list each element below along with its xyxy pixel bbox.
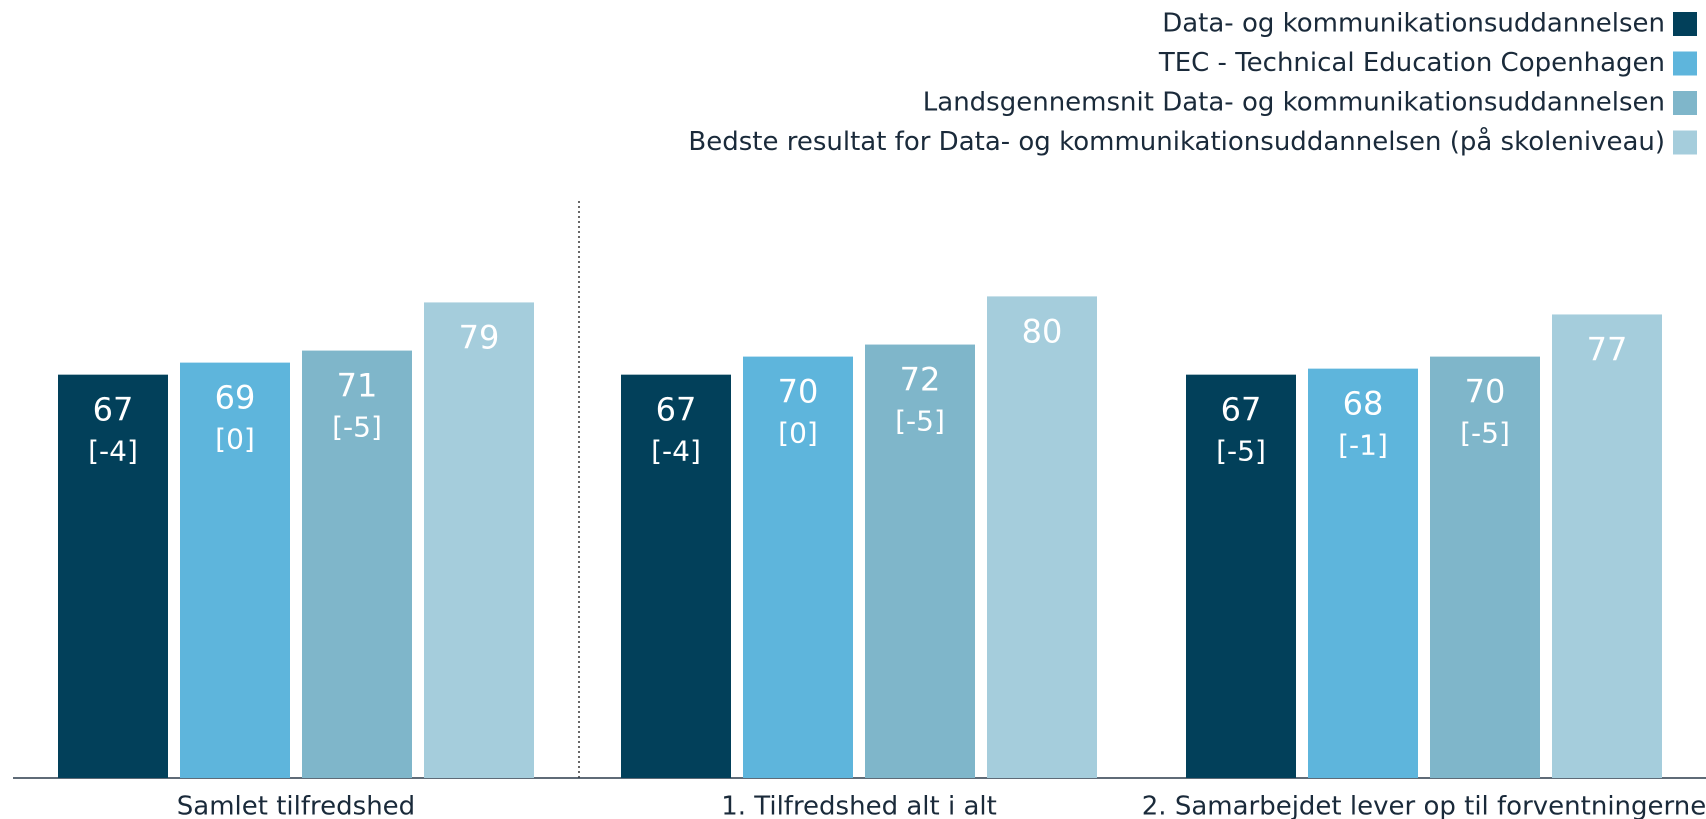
bar — [621, 374, 731, 778]
change-label: [-5] — [1460, 417, 1510, 450]
bar — [58, 374, 168, 778]
bar — [987, 296, 1097, 778]
value-label: 77 — [1587, 330, 1628, 368]
legend-swatch — [1673, 130, 1697, 155]
value-label: 67 — [1221, 391, 1262, 429]
bar — [180, 362, 290, 778]
legend-swatch — [1673, 91, 1697, 115]
x-tick-label: Samlet tilfredshed — [177, 792, 415, 819]
legend-swatch — [1673, 12, 1697, 36]
value-label: 67 — [656, 391, 697, 429]
change-label: [-5] — [1216, 435, 1266, 468]
change-label: [-4] — [651, 435, 701, 468]
bar — [1552, 314, 1662, 778]
bar — [865, 344, 975, 778]
bar — [743, 356, 853, 778]
change-label: [-1] — [1338, 429, 1388, 462]
bar — [424, 302, 534, 778]
change-label: [-5] — [895, 405, 945, 438]
legend-label: TEC - Technical Education Copenhagen — [1158, 48, 1665, 78]
legend-label: Bedste resultat for Data- og kommunikati… — [688, 126, 1665, 157]
change-label: [0] — [215, 423, 255, 456]
legend-label: Data- og kommunikationsuddannelsen — [1162, 9, 1665, 39]
change-label: [-5] — [332, 411, 382, 444]
value-label: 71 — [337, 367, 378, 405]
bar — [302, 350, 412, 778]
value-label: 70 — [1465, 373, 1506, 411]
value-label: 67 — [93, 391, 134, 429]
value-label: 70 — [778, 373, 819, 411]
bar — [1186, 374, 1296, 778]
legend-swatch — [1673, 51, 1697, 76]
value-label: 68 — [1343, 385, 1384, 423]
value-label: 80 — [1022, 312, 1063, 350]
change-label: [-4] — [88, 435, 138, 468]
value-label: 79 — [459, 318, 500, 356]
bar — [1308, 368, 1418, 778]
x-tick-label: 2. Samarbejdet lever op til forventninge… — [1142, 792, 1706, 819]
x-tick-label: 1. Tilfredshed alt i alt — [721, 792, 997, 819]
change-label: [0] — [778, 417, 818, 450]
bar — [1430, 356, 1540, 778]
legend-label: Landsgennemsnit Data- og kommunikationsu… — [923, 88, 1665, 118]
value-label: 72 — [900, 361, 941, 399]
value-label: 69 — [215, 379, 256, 417]
